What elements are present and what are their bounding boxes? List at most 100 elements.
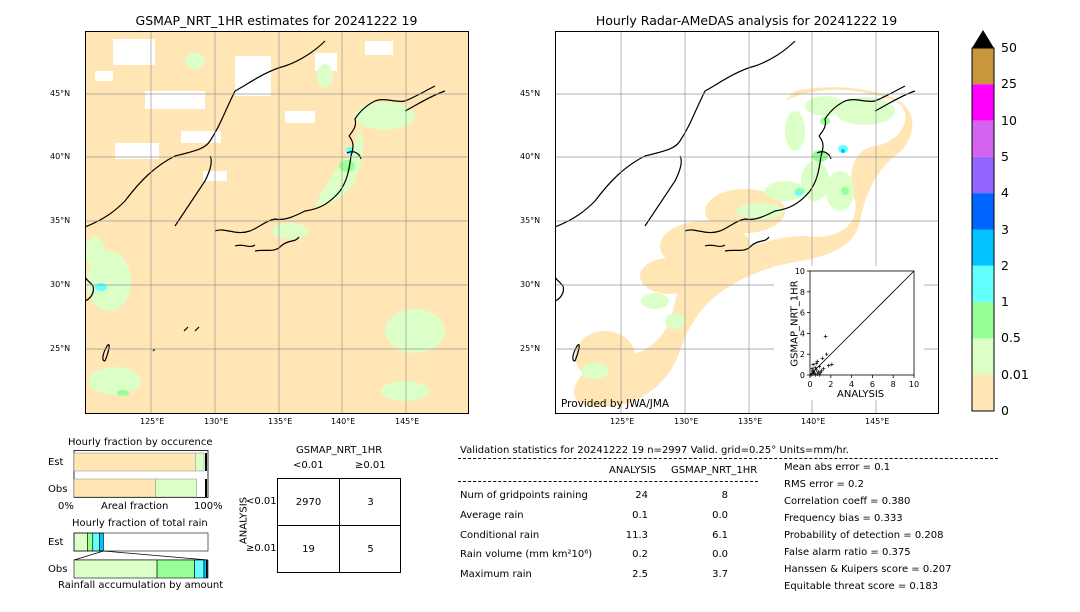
- scatter-point: [820, 356, 825, 361]
- colorbar-segment: [972, 338, 994, 375]
- validation-divider: [458, 458, 998, 459]
- scatter-point: [811, 362, 815, 367]
- validation-row-label: Num of gridpoints raining: [460, 490, 588, 501]
- totalrain-bar-segment: [73, 532, 88, 552]
- right-lon-135: 135°E: [738, 417, 763, 426]
- totalrain-bar-segment: [203, 559, 209, 579]
- colorbar-segment: [972, 120, 994, 157]
- validation-row-gsmap: 0.0: [712, 549, 728, 560]
- scatter-xlabel: ANALYSIS: [837, 389, 885, 400]
- validation-row-gsmap: 0.0: [712, 510, 728, 521]
- left-lat-35: 35°N: [50, 216, 71, 225]
- left-lat-25: 25°N: [50, 344, 71, 353]
- validation-row-label: Rain volume (mm km²10⁶): [460, 549, 593, 560]
- contingency-cell-00: 2970: [295, 497, 322, 508]
- totalrain-bar-segment: [99, 532, 104, 552]
- colorbar-extend-arrow: [972, 30, 994, 48]
- score-corr: Correlation coeff = 0.380: [784, 496, 911, 507]
- totalrain-bar-segment: [156, 559, 195, 579]
- left-map-grid: [85, 31, 469, 414]
- contingency-cell-11: 5: [367, 544, 374, 555]
- colorbar-label: 2: [1001, 257, 1009, 273]
- validation-table-divider: [458, 481, 758, 482]
- score-far: False alarm ratio = 0.375: [784, 547, 911, 558]
- scatter-point: [819, 369, 824, 373]
- validation-row-analysis: 2.5: [632, 569, 648, 580]
- left-lon-140: 140°E: [331, 417, 356, 426]
- contingency-cell-10: 19: [302, 544, 315, 555]
- right-lon-130: 130°E: [674, 417, 699, 426]
- score-freq-bias: Frequency bias = 0.333: [784, 513, 903, 524]
- scatter-plot: 00 2 2 4 4 6 6 8 8 10 10: [795, 267, 919, 389]
- colorbar-label: 10: [1001, 112, 1017, 128]
- validation-row-analysis: 24: [635, 490, 648, 501]
- scatter-point: [810, 366, 814, 371]
- validation-row-gsmap: 3.7: [712, 569, 728, 580]
- colorbar-label: 50: [1001, 40, 1017, 55]
- score-pod: Probability of detection = 0.208: [784, 530, 944, 541]
- occ-axis-100: 100%: [194, 501, 223, 512]
- right-lon-125: 125°E: [610, 417, 635, 426]
- scatter-point: [830, 362, 834, 367]
- totalrain-bars: [73, 530, 209, 580]
- scatter-point: [817, 373, 822, 377]
- occurrence-bars: [73, 450, 209, 498]
- scatter-point: [823, 334, 828, 339]
- scatter-point: [815, 359, 820, 364]
- scatter-point: [817, 364, 822, 369]
- scatter-point: [810, 372, 814, 376]
- occurrence-bar-segment: [73, 452, 196, 472]
- scatter-point: [824, 352, 829, 356]
- validation-row-label: Conditional rain: [460, 530, 540, 541]
- validation-row-label: Average rain: [460, 510, 524, 521]
- colorbar-segment: [972, 374, 994, 411]
- scatter-xtick-label: 10: [909, 380, 919, 389]
- colorbar-label: 0.01: [1001, 366, 1029, 382]
- validation-row-analysis: 0.2: [632, 549, 648, 560]
- scatter-xtick-label: 4: [849, 380, 854, 389]
- validation-row-analysis: 11.3: [625, 530, 648, 541]
- scatter-point: [816, 370, 821, 374]
- scatter-point: [814, 368, 819, 372]
- colorbar-segment: [972, 84, 994, 121]
- left-lat-30: 30°N: [50, 280, 71, 289]
- occurrence-bar-segment: [155, 478, 197, 498]
- totalrain-footer: Rainfall accumulation by amount: [58, 580, 224, 591]
- contingency-col-lt: <0.01: [293, 460, 324, 471]
- right-lat-45: 45°N: [520, 89, 541, 98]
- validation-row-analysis: 0.1: [632, 510, 648, 521]
- scatter-xtick-label: 0: [807, 380, 812, 389]
- left-lon-135: 135°E: [268, 417, 293, 426]
- map-credit: Provided by JWA/JMA: [561, 398, 670, 410]
- validation-row-label: Maximum rain: [460, 569, 532, 580]
- right-lat-35: 35°N: [520, 216, 541, 225]
- colorbar-segment: [972, 156, 994, 194]
- contingency-col-ge: ≥0.01: [355, 460, 386, 471]
- colorbar-frame: [971, 47, 995, 412]
- occurrence-title: Hourly fraction by occurence: [68, 437, 213, 448]
- colorbar-label: 25: [1001, 76, 1017, 92]
- validation-header: Validation statistics for 20241222 19 n=…: [460, 445, 849, 456]
- left-map-title: GSMAP_NRT_1HR estimates for 20241222 19: [135, 13, 418, 28]
- scatter-point: [812, 371, 816, 375]
- right-map: [555, 31, 939, 414]
- scatter-ytick-label: 6: [800, 309, 805, 318]
- score-hk: Hanssen & Kuipers score = 0.207: [784, 564, 952, 575]
- score-rms: RMS error = 0.2: [784, 479, 864, 490]
- right-lat-40: 40°N: [520, 152, 541, 161]
- colorbar-label: 1: [1001, 294, 1009, 310]
- totalrain-bar-segment: [87, 532, 94, 552]
- colorbar-label: 5: [1001, 148, 1009, 164]
- occ-axis-0: 0%: [58, 501, 74, 512]
- colorbar-segment: [972, 193, 994, 230]
- colorbar-segment: [972, 229, 994, 266]
- totalrain-est-outline: [73, 532, 209, 552]
- scatter-xtick-label: 8: [891, 380, 896, 389]
- right-lon-140: 140°E: [801, 417, 826, 426]
- right-map-title: Hourly Radar-AMeDAS analysis for 2024122…: [595, 13, 898, 28]
- validation-col-gsmap: GSMAP_NRT_1HR: [671, 465, 758, 476]
- right-lat-25: 25°N: [520, 344, 541, 353]
- scatter-ytick-label: 0: [800, 371, 805, 380]
- scatter-point: [821, 366, 826, 371]
- occ-obs-label: Obs: [48, 484, 68, 495]
